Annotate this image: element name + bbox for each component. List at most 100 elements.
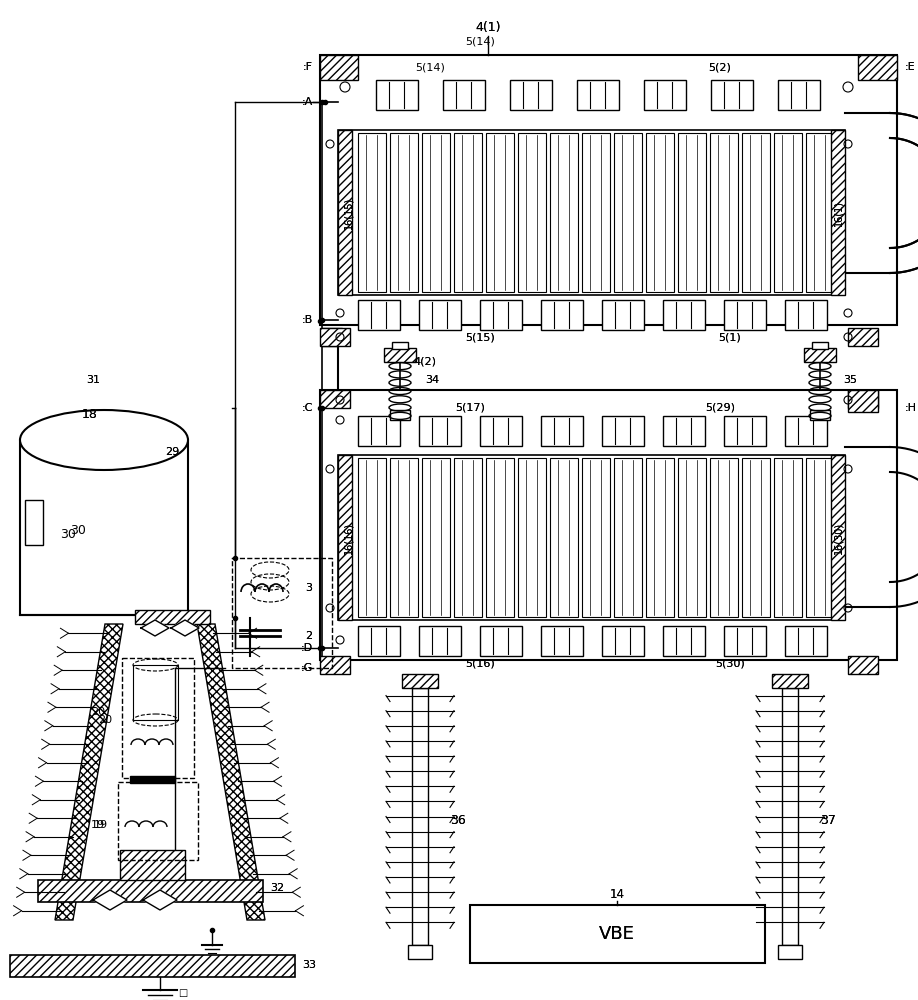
Bar [614,133,642,292]
Text: 16(1): 16(1) [833,200,843,226]
Bar [402,674,438,688]
Text: 5(17): 5(17) [455,402,485,412]
Polygon shape [143,890,177,910]
Text: 37: 37 [820,814,836,826]
Text: :B: :B [302,315,313,325]
Bar [602,626,644,656]
Text: 5(2): 5(2) [709,63,732,73]
Bar [358,133,386,292]
Text: :E: :E [905,62,915,72]
Bar [724,300,766,330]
Bar [392,342,408,349]
Bar [412,688,428,945]
Bar [858,55,897,80]
Text: 2: 2 [305,631,312,641]
Text: 5(1): 5(1) [719,333,742,343]
Bar [518,458,546,617]
Bar [646,458,674,617]
Text: 5(15): 5(15) [465,333,495,343]
Bar [422,133,450,292]
Bar [470,905,765,963]
Bar [422,458,450,617]
Bar [806,458,834,617]
Bar [510,80,552,110]
Text: 19: 19 [91,820,105,830]
Text: 20: 20 [98,715,112,725]
Bar [848,390,878,412]
Text: 32: 32 [270,883,285,893]
Bar [419,626,461,656]
Text: VBE: VBE [599,925,635,943]
Bar [778,80,820,110]
Polygon shape [93,890,127,910]
Text: :H: :H [905,403,917,413]
Text: 5(29): 5(29) [705,402,735,412]
Bar [541,626,583,656]
Bar [358,416,400,446]
Bar [480,626,522,656]
Bar [454,458,482,617]
Bar [644,80,686,110]
Bar [582,133,610,292]
Text: 16(30): 16(30) [833,522,843,554]
Text: 5(30): 5(30) [715,659,744,669]
Bar [130,776,175,783]
Bar [232,558,332,668]
Text: 18: 18 [82,408,98,422]
Text: 5(16): 5(16) [465,659,495,669]
Text: 34: 34 [425,375,439,385]
Text: 30: 30 [60,528,76,542]
Bar [710,133,738,292]
Text: :H: :H [905,403,917,413]
Bar [25,500,43,545]
Text: 14: 14 [610,888,624,902]
Bar [443,80,485,110]
Text: 16(1): 16(1) [833,200,843,226]
Bar [602,300,644,330]
Text: 36: 36 [450,814,465,826]
Bar [806,133,834,292]
Polygon shape [171,620,199,636]
Bar [785,300,827,330]
Bar [358,458,386,617]
Text: :B: :B [302,315,313,325]
Text: :G: :G [301,663,313,673]
Text: 5(15): 5(15) [465,333,495,343]
Text: 5(2): 5(2) [709,63,732,73]
Polygon shape [141,620,169,636]
Bar [663,626,705,656]
Text: □: □ [178,988,187,998]
Bar [774,458,802,617]
Text: 37: 37 [820,814,836,826]
Bar [320,390,350,408]
Bar [550,458,578,617]
Bar [376,80,418,110]
Text: 35: 35 [843,375,857,385]
Bar [454,133,482,292]
Text: 20: 20 [91,707,105,717]
Text: 31: 31 [86,375,100,385]
Text: 34: 34 [425,375,439,385]
Bar [663,300,705,330]
Bar [812,342,828,349]
Bar [785,416,827,446]
Bar [10,955,295,977]
Bar [518,133,546,292]
Bar [582,458,610,617]
Bar [358,300,400,330]
Bar [338,130,352,295]
Text: :E: :E [905,62,915,72]
Bar [486,133,514,292]
Bar [122,658,194,778]
Bar [577,80,619,110]
Bar [782,688,798,945]
Bar [831,455,845,620]
Text: 4(2): 4(2) [413,357,436,367]
Text: 14: 14 [610,888,624,902]
Text: :A: :A [302,97,313,107]
Text: 4(2): 4(2) [413,357,436,367]
Bar [419,300,461,330]
Bar [390,133,418,292]
Bar [133,665,178,720]
Bar [711,80,753,110]
